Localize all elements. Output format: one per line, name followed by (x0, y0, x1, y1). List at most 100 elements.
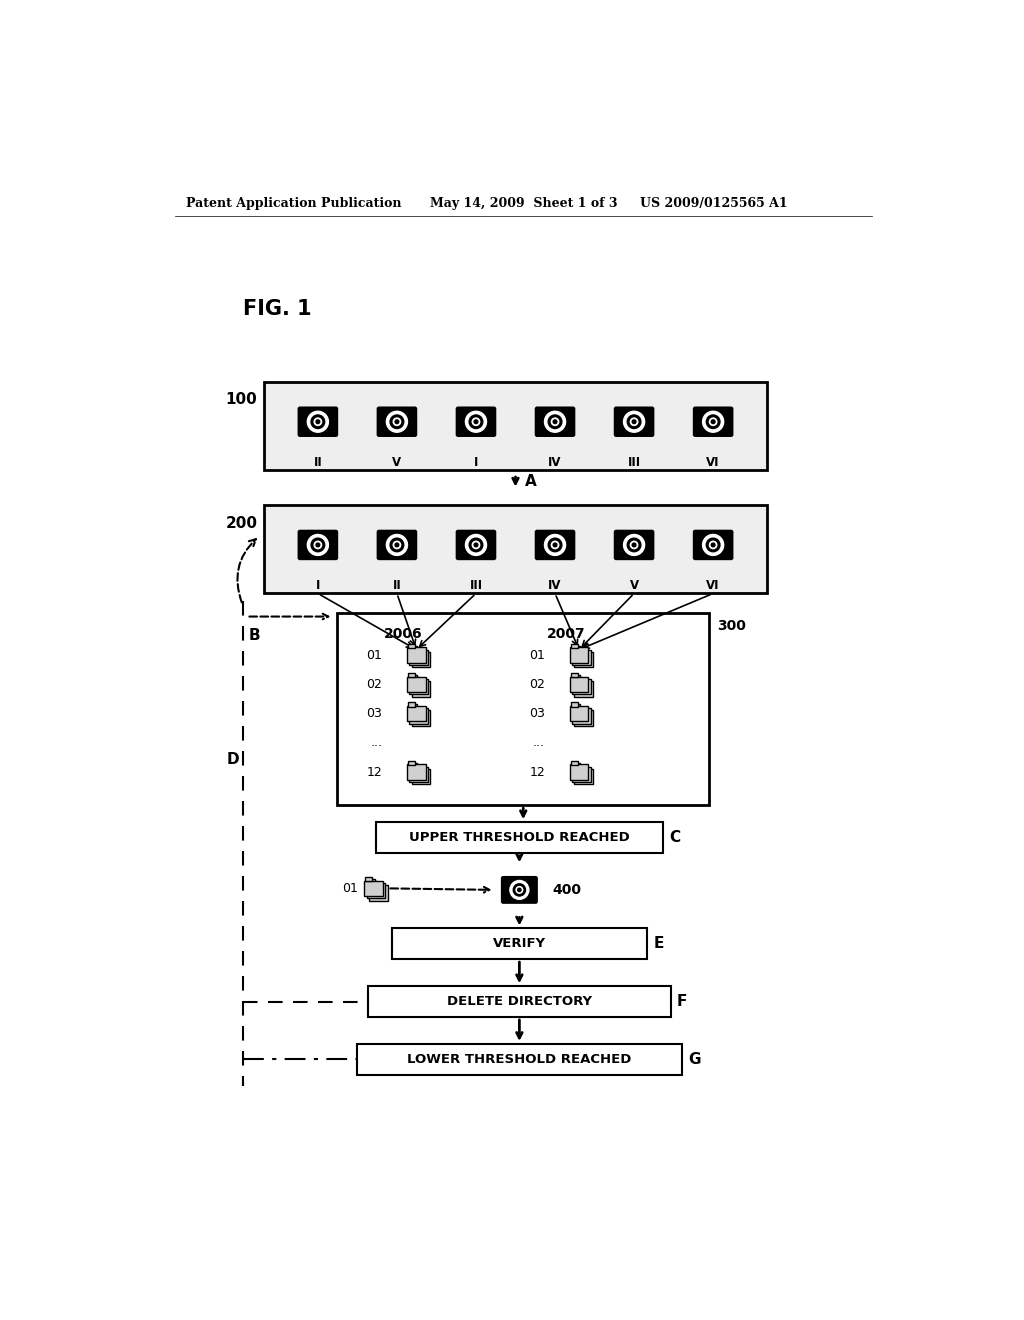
FancyBboxPatch shape (693, 529, 733, 560)
FancyBboxPatch shape (572, 708, 591, 723)
Text: 01: 01 (367, 648, 382, 661)
Text: 400: 400 (552, 883, 581, 896)
Circle shape (472, 541, 479, 549)
Circle shape (472, 418, 479, 425)
Text: 02: 02 (529, 677, 545, 690)
FancyBboxPatch shape (456, 529, 497, 560)
Bar (337, 612, 710, 805)
FancyBboxPatch shape (368, 879, 375, 884)
Text: B: B (249, 628, 260, 643)
FancyBboxPatch shape (569, 647, 589, 663)
Circle shape (551, 541, 559, 549)
Text: Patent Application Publication: Patent Application Publication (186, 197, 401, 210)
Text: 200: 200 (225, 516, 257, 531)
Text: E: E (653, 936, 664, 952)
FancyBboxPatch shape (410, 763, 417, 767)
Text: II: II (392, 578, 401, 591)
FancyBboxPatch shape (410, 645, 417, 651)
Circle shape (466, 535, 486, 556)
FancyBboxPatch shape (572, 767, 591, 781)
FancyBboxPatch shape (456, 407, 497, 437)
FancyBboxPatch shape (572, 705, 580, 709)
Text: 03: 03 (529, 708, 545, 721)
Circle shape (316, 420, 319, 424)
Text: 03: 03 (367, 708, 382, 721)
FancyBboxPatch shape (574, 770, 593, 784)
FancyBboxPatch shape (369, 886, 388, 900)
Circle shape (311, 414, 325, 429)
Circle shape (545, 412, 565, 432)
Circle shape (712, 420, 715, 424)
FancyBboxPatch shape (377, 407, 417, 437)
Circle shape (395, 543, 398, 546)
Text: VI: VI (707, 578, 720, 591)
FancyBboxPatch shape (407, 647, 426, 663)
Text: V: V (392, 455, 401, 469)
Circle shape (553, 420, 557, 424)
Circle shape (548, 539, 562, 552)
FancyBboxPatch shape (412, 652, 430, 668)
FancyBboxPatch shape (613, 529, 654, 560)
FancyBboxPatch shape (572, 645, 580, 651)
Circle shape (628, 414, 641, 429)
Text: G: G (688, 1052, 700, 1067)
FancyBboxPatch shape (408, 702, 415, 706)
FancyBboxPatch shape (535, 529, 575, 560)
FancyBboxPatch shape (410, 649, 428, 665)
Text: FIG. 1: FIG. 1 (243, 298, 311, 318)
FancyBboxPatch shape (574, 652, 593, 668)
Circle shape (393, 418, 400, 425)
Circle shape (390, 414, 403, 429)
FancyBboxPatch shape (298, 407, 338, 437)
Circle shape (548, 414, 562, 429)
Circle shape (710, 418, 717, 425)
Bar (263, 381, 767, 470)
FancyBboxPatch shape (569, 764, 589, 780)
FancyBboxPatch shape (572, 678, 591, 694)
Text: ...: ... (371, 737, 382, 750)
Bar (369, 986, 671, 1016)
FancyBboxPatch shape (408, 673, 415, 677)
Text: LOWER THRESHOLD REACHED: LOWER THRESHOLD REACHED (408, 1053, 632, 1065)
FancyBboxPatch shape (575, 766, 583, 770)
FancyBboxPatch shape (370, 882, 377, 886)
Circle shape (702, 535, 724, 556)
Text: 02: 02 (367, 677, 382, 690)
FancyBboxPatch shape (569, 677, 589, 692)
FancyBboxPatch shape (535, 407, 575, 437)
Text: 01: 01 (529, 648, 545, 661)
Circle shape (545, 535, 565, 556)
Text: ...: ... (532, 737, 545, 750)
FancyBboxPatch shape (408, 644, 415, 648)
Text: VI: VI (707, 455, 720, 469)
Text: IV: IV (548, 455, 562, 469)
Circle shape (516, 887, 522, 894)
FancyBboxPatch shape (413, 648, 420, 653)
Circle shape (469, 539, 482, 552)
FancyBboxPatch shape (570, 702, 578, 706)
FancyBboxPatch shape (412, 681, 430, 697)
Circle shape (707, 414, 720, 429)
FancyBboxPatch shape (572, 763, 580, 767)
Text: III: III (628, 455, 641, 469)
Circle shape (314, 541, 322, 549)
FancyBboxPatch shape (407, 706, 426, 721)
Circle shape (307, 412, 329, 432)
Text: I: I (315, 578, 321, 591)
Circle shape (469, 414, 482, 429)
Circle shape (474, 543, 478, 546)
Circle shape (712, 543, 715, 546)
FancyBboxPatch shape (407, 764, 426, 780)
Text: 12: 12 (367, 766, 382, 779)
Text: D: D (226, 751, 239, 767)
FancyBboxPatch shape (367, 883, 385, 899)
Circle shape (474, 420, 478, 424)
Text: F: F (677, 994, 687, 1008)
Circle shape (395, 420, 398, 424)
FancyBboxPatch shape (410, 678, 428, 694)
FancyBboxPatch shape (412, 770, 430, 784)
FancyBboxPatch shape (575, 706, 583, 711)
Text: A: A (524, 474, 537, 490)
Circle shape (390, 539, 403, 552)
FancyBboxPatch shape (365, 880, 383, 896)
